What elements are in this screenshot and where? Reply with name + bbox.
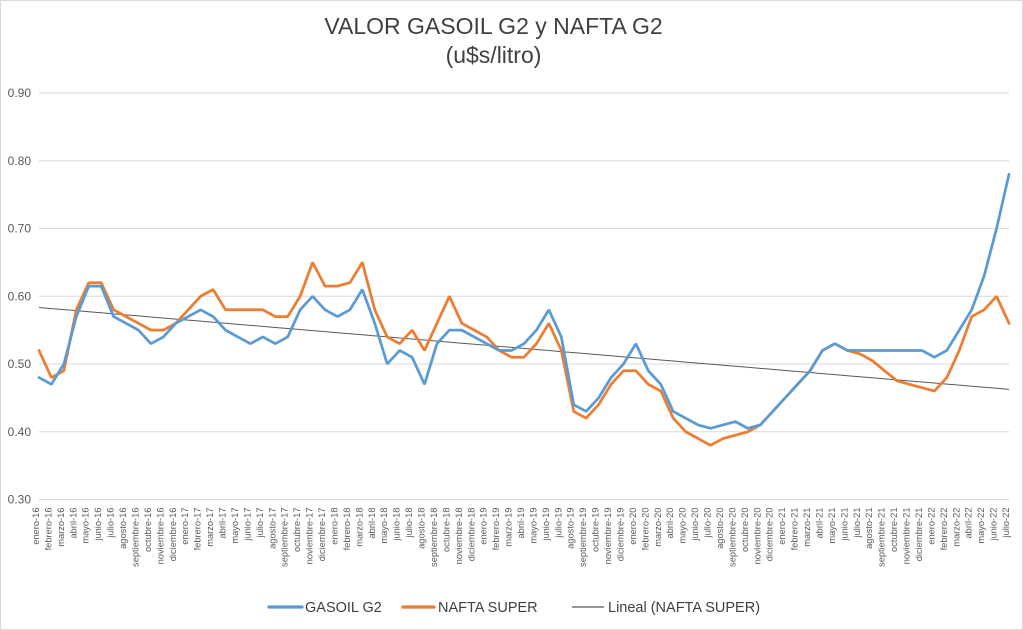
svg-text:mayo-19: mayo-19 — [528, 508, 538, 544]
svg-text:octubre-21: octubre-21 — [889, 508, 899, 552]
svg-text:junio-20: junio-20 — [690, 508, 700, 542]
svg-text:agosto-16: agosto-16 — [118, 508, 128, 549]
svg-text:junio-22: junio-22 — [989, 508, 999, 542]
svg-text:diciembre-16: diciembre-16 — [168, 508, 178, 562]
svg-text:septiembre-21: septiembre-21 — [877, 508, 887, 567]
svg-text:agosto-20: agosto-20 — [715, 508, 725, 549]
svg-text:junio-18: junio-18 — [392, 508, 402, 542]
svg-text:mayo-22: mayo-22 — [976, 508, 986, 544]
svg-text:mayo-16: mayo-16 — [81, 508, 91, 544]
svg-text:marzo-22: marzo-22 — [951, 508, 961, 547]
svg-text:abril-22: abril-22 — [964, 508, 974, 539]
svg-text:abril-20: abril-20 — [665, 508, 675, 539]
svg-text:mayo-20: mayo-20 — [678, 508, 688, 544]
svg-text:marzo-18: marzo-18 — [354, 508, 364, 547]
svg-text:junio-17: junio-17 — [242, 508, 252, 542]
svg-text:septiembre-17: septiembre-17 — [280, 508, 290, 567]
svg-text:0.60: 0.60 — [8, 289, 32, 303]
svg-text:GASOIL G2: GASOIL G2 — [305, 600, 382, 616]
svg-text:febrero-20: febrero-20 — [640, 508, 650, 551]
svg-text:marzo-19: marzo-19 — [504, 508, 514, 547]
svg-text:julio-16: julio-16 — [106, 508, 116, 539]
svg-text:(u$s/litro): (u$s/litro) — [446, 42, 542, 68]
svg-text:0.40: 0.40 — [8, 425, 32, 439]
svg-text:0.70: 0.70 — [8, 222, 32, 236]
svg-text:julio-20: julio-20 — [703, 508, 713, 539]
svg-text:abril-17: abril-17 — [218, 508, 228, 539]
svg-text:enero-17: enero-17 — [180, 508, 190, 545]
svg-text:febrero-22: febrero-22 — [939, 508, 949, 551]
svg-text:NAFTA SUPER: NAFTA SUPER — [438, 600, 538, 616]
svg-text:octubre-20: octubre-20 — [740, 508, 750, 552]
svg-text:agosto-21: agosto-21 — [864, 508, 874, 549]
svg-text:octubre-16: octubre-16 — [143, 508, 153, 552]
svg-text:marzo-20: marzo-20 — [653, 508, 663, 547]
svg-text:noviembre-16: noviembre-16 — [155, 508, 165, 565]
svg-text:VALOR GASOIL G2 y NAFTA G2: VALOR GASOIL G2 y NAFTA G2 — [324, 13, 662, 39]
svg-text:septiembre-19: septiembre-19 — [578, 508, 588, 567]
svg-text:octubre-17: octubre-17 — [292, 508, 302, 552]
svg-text:junio-21: junio-21 — [839, 508, 849, 542]
svg-text:noviembre-20: noviembre-20 — [752, 508, 762, 565]
svg-text:diciembre-20: diciembre-20 — [765, 508, 775, 562]
svg-text:febrero-19: febrero-19 — [491, 508, 501, 551]
svg-text:agosto-17: agosto-17 — [267, 508, 277, 549]
svg-text:agosto-19: agosto-19 — [566, 508, 576, 549]
svg-text:enero-16: enero-16 — [31, 508, 41, 545]
svg-text:junio-16: junio-16 — [93, 508, 103, 542]
svg-text:noviembre-21: noviembre-21 — [902, 508, 912, 565]
svg-text:enero-21: enero-21 — [777, 508, 787, 545]
svg-text:agosto-18: agosto-18 — [417, 508, 427, 549]
svg-text:mayo-21: mayo-21 — [827, 508, 837, 544]
svg-text:julio-19: julio-19 — [553, 508, 563, 539]
svg-text:mayo-17: mayo-17 — [230, 508, 240, 544]
svg-text:enero-19: enero-19 — [479, 508, 489, 545]
svg-text:enero-18: enero-18 — [329, 508, 339, 545]
svg-text:0.30: 0.30 — [8, 493, 32, 507]
svg-text:noviembre-17: noviembre-17 — [305, 508, 315, 565]
svg-text:abril-19: abril-19 — [516, 508, 526, 539]
svg-text:febrero-21: febrero-21 — [790, 508, 800, 551]
svg-text:julio-21: julio-21 — [852, 508, 862, 539]
svg-text:febrero-18: febrero-18 — [342, 508, 352, 551]
svg-text:diciembre-21: diciembre-21 — [914, 508, 924, 562]
svg-text:junio-19: junio-19 — [541, 508, 551, 542]
svg-text:marzo-21: marzo-21 — [802, 508, 812, 547]
svg-text:julio-18: julio-18 — [404, 508, 414, 539]
svg-text:abril-21: abril-21 — [814, 508, 824, 539]
svg-text:enero-22: enero-22 — [926, 508, 936, 545]
svg-text:septiembre-20: septiembre-20 — [727, 508, 737, 567]
svg-text:abril-18: abril-18 — [367, 508, 377, 539]
svg-text:0.80: 0.80 — [8, 154, 32, 168]
svg-text:Lineal (NAFTA SUPER): Lineal (NAFTA SUPER) — [608, 600, 760, 616]
svg-text:marzo-16: marzo-16 — [56, 508, 66, 547]
svg-text:julio-17: julio-17 — [255, 508, 265, 539]
svg-text:febrero-16: febrero-16 — [43, 508, 53, 551]
svg-text:diciembre-19: diciembre-19 — [615, 508, 625, 562]
svg-text:octubre-19: octubre-19 — [591, 508, 601, 552]
svg-text:diciembre-17: diciembre-17 — [317, 508, 327, 562]
svg-text:septiembre-16: septiembre-16 — [130, 508, 140, 567]
svg-text:mayo-18: mayo-18 — [379, 508, 389, 544]
svg-text:febrero-17: febrero-17 — [193, 508, 203, 551]
svg-text:octubre-18: octubre-18 — [441, 508, 451, 552]
svg-text:noviembre-19: noviembre-19 — [603, 508, 613, 565]
svg-text:noviembre-18: noviembre-18 — [454, 508, 464, 565]
svg-text:julio-22: julio-22 — [1001, 508, 1011, 539]
svg-text:0.90: 0.90 — [8, 86, 32, 100]
svg-text:septiembre-18: septiembre-18 — [429, 508, 439, 567]
svg-text:enero-20: enero-20 — [628, 508, 638, 545]
svg-text:diciembre-18: diciembre-18 — [466, 508, 476, 562]
svg-text:0.50: 0.50 — [8, 357, 32, 371]
svg-text:abril-16: abril-16 — [68, 508, 78, 539]
svg-text:marzo-17: marzo-17 — [205, 508, 215, 547]
